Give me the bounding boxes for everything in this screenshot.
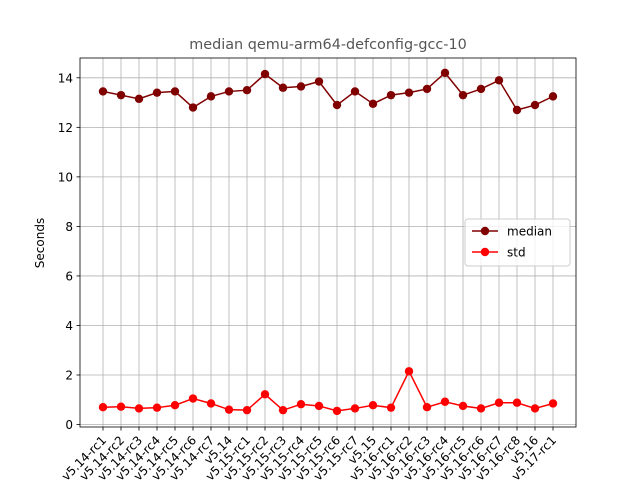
chart-title: median qemu-arm64-defconfig-gcc-10 xyxy=(189,37,467,53)
data-point-std xyxy=(350,404,360,413)
legend-label-std: std xyxy=(507,246,526,260)
data-point-median xyxy=(332,100,342,110)
data-point-std xyxy=(548,399,558,408)
data-point-std xyxy=(296,400,306,409)
data-point-std xyxy=(188,394,198,403)
data-point-std xyxy=(314,401,324,411)
plot-area: 02468101214v5.14-rc1v5.14-rc2v5.14-rc3v5… xyxy=(58,57,577,480)
data-point-median xyxy=(116,90,126,100)
data-point-std xyxy=(170,401,180,410)
data-point-std xyxy=(278,405,288,415)
data-point-median xyxy=(530,100,540,110)
data-point-std xyxy=(332,406,342,416)
data-point-std xyxy=(206,399,216,408)
legend-marker-median xyxy=(480,226,490,236)
data-point-std xyxy=(152,403,162,412)
y-tick-label: 12 xyxy=(58,121,73,135)
data-point-std xyxy=(512,398,522,407)
data-point-std xyxy=(440,397,450,406)
data-point-median xyxy=(278,83,288,92)
data-point-median xyxy=(440,68,450,78)
y-tick-label: 6 xyxy=(65,269,73,283)
y-tick-label: 4 xyxy=(65,319,73,333)
data-point-median xyxy=(458,90,468,100)
legend: median std xyxy=(464,218,571,267)
data-point-std xyxy=(458,401,468,411)
y-tick-label: 10 xyxy=(58,170,73,184)
data-point-std xyxy=(386,403,396,412)
data-point-std xyxy=(134,404,144,413)
legend-marker-std xyxy=(480,247,490,257)
data-point-median xyxy=(368,99,378,109)
data-point-std xyxy=(98,402,108,412)
data-point-std xyxy=(404,367,414,376)
y-tick-label: 0 xyxy=(65,418,73,432)
data-point-std xyxy=(224,405,234,414)
axes-frame xyxy=(79,57,577,428)
data-point-std xyxy=(476,404,486,413)
data-point-median xyxy=(404,88,414,97)
data-point-median xyxy=(224,87,234,96)
data-point-median xyxy=(350,87,360,96)
data-point-median xyxy=(314,77,324,86)
data-point-median xyxy=(386,90,396,100)
legend-label-median: median xyxy=(507,225,552,239)
data-point-median xyxy=(206,92,216,101)
data-point-std xyxy=(260,390,270,399)
data-point-median xyxy=(512,105,522,115)
data-point-median xyxy=(188,103,198,112)
data-point-median xyxy=(98,87,108,96)
data-point-std xyxy=(368,401,378,410)
data-point-median xyxy=(242,85,252,95)
data-point-median xyxy=(152,88,162,97)
series-line-median xyxy=(102,71,554,111)
data-point-median xyxy=(422,84,432,94)
data-point-median xyxy=(170,87,180,96)
y-tick-label: 14 xyxy=(58,71,73,85)
y-tick-label: 8 xyxy=(65,220,73,234)
series-line-std xyxy=(102,369,554,412)
data-point-median xyxy=(134,94,144,104)
y-tick-label: 2 xyxy=(65,368,73,382)
data-point-std xyxy=(494,398,504,407)
data-point-std xyxy=(116,402,126,411)
y-axis-label: Seconds xyxy=(33,218,47,268)
data-point-median xyxy=(494,76,504,85)
data-point-median xyxy=(548,92,558,101)
data-point-std xyxy=(242,405,252,415)
data-point-std xyxy=(422,402,432,412)
data-point-median xyxy=(296,82,306,91)
data-point-median xyxy=(476,84,486,94)
data-point-median xyxy=(260,69,270,79)
data-point-std xyxy=(530,404,540,413)
